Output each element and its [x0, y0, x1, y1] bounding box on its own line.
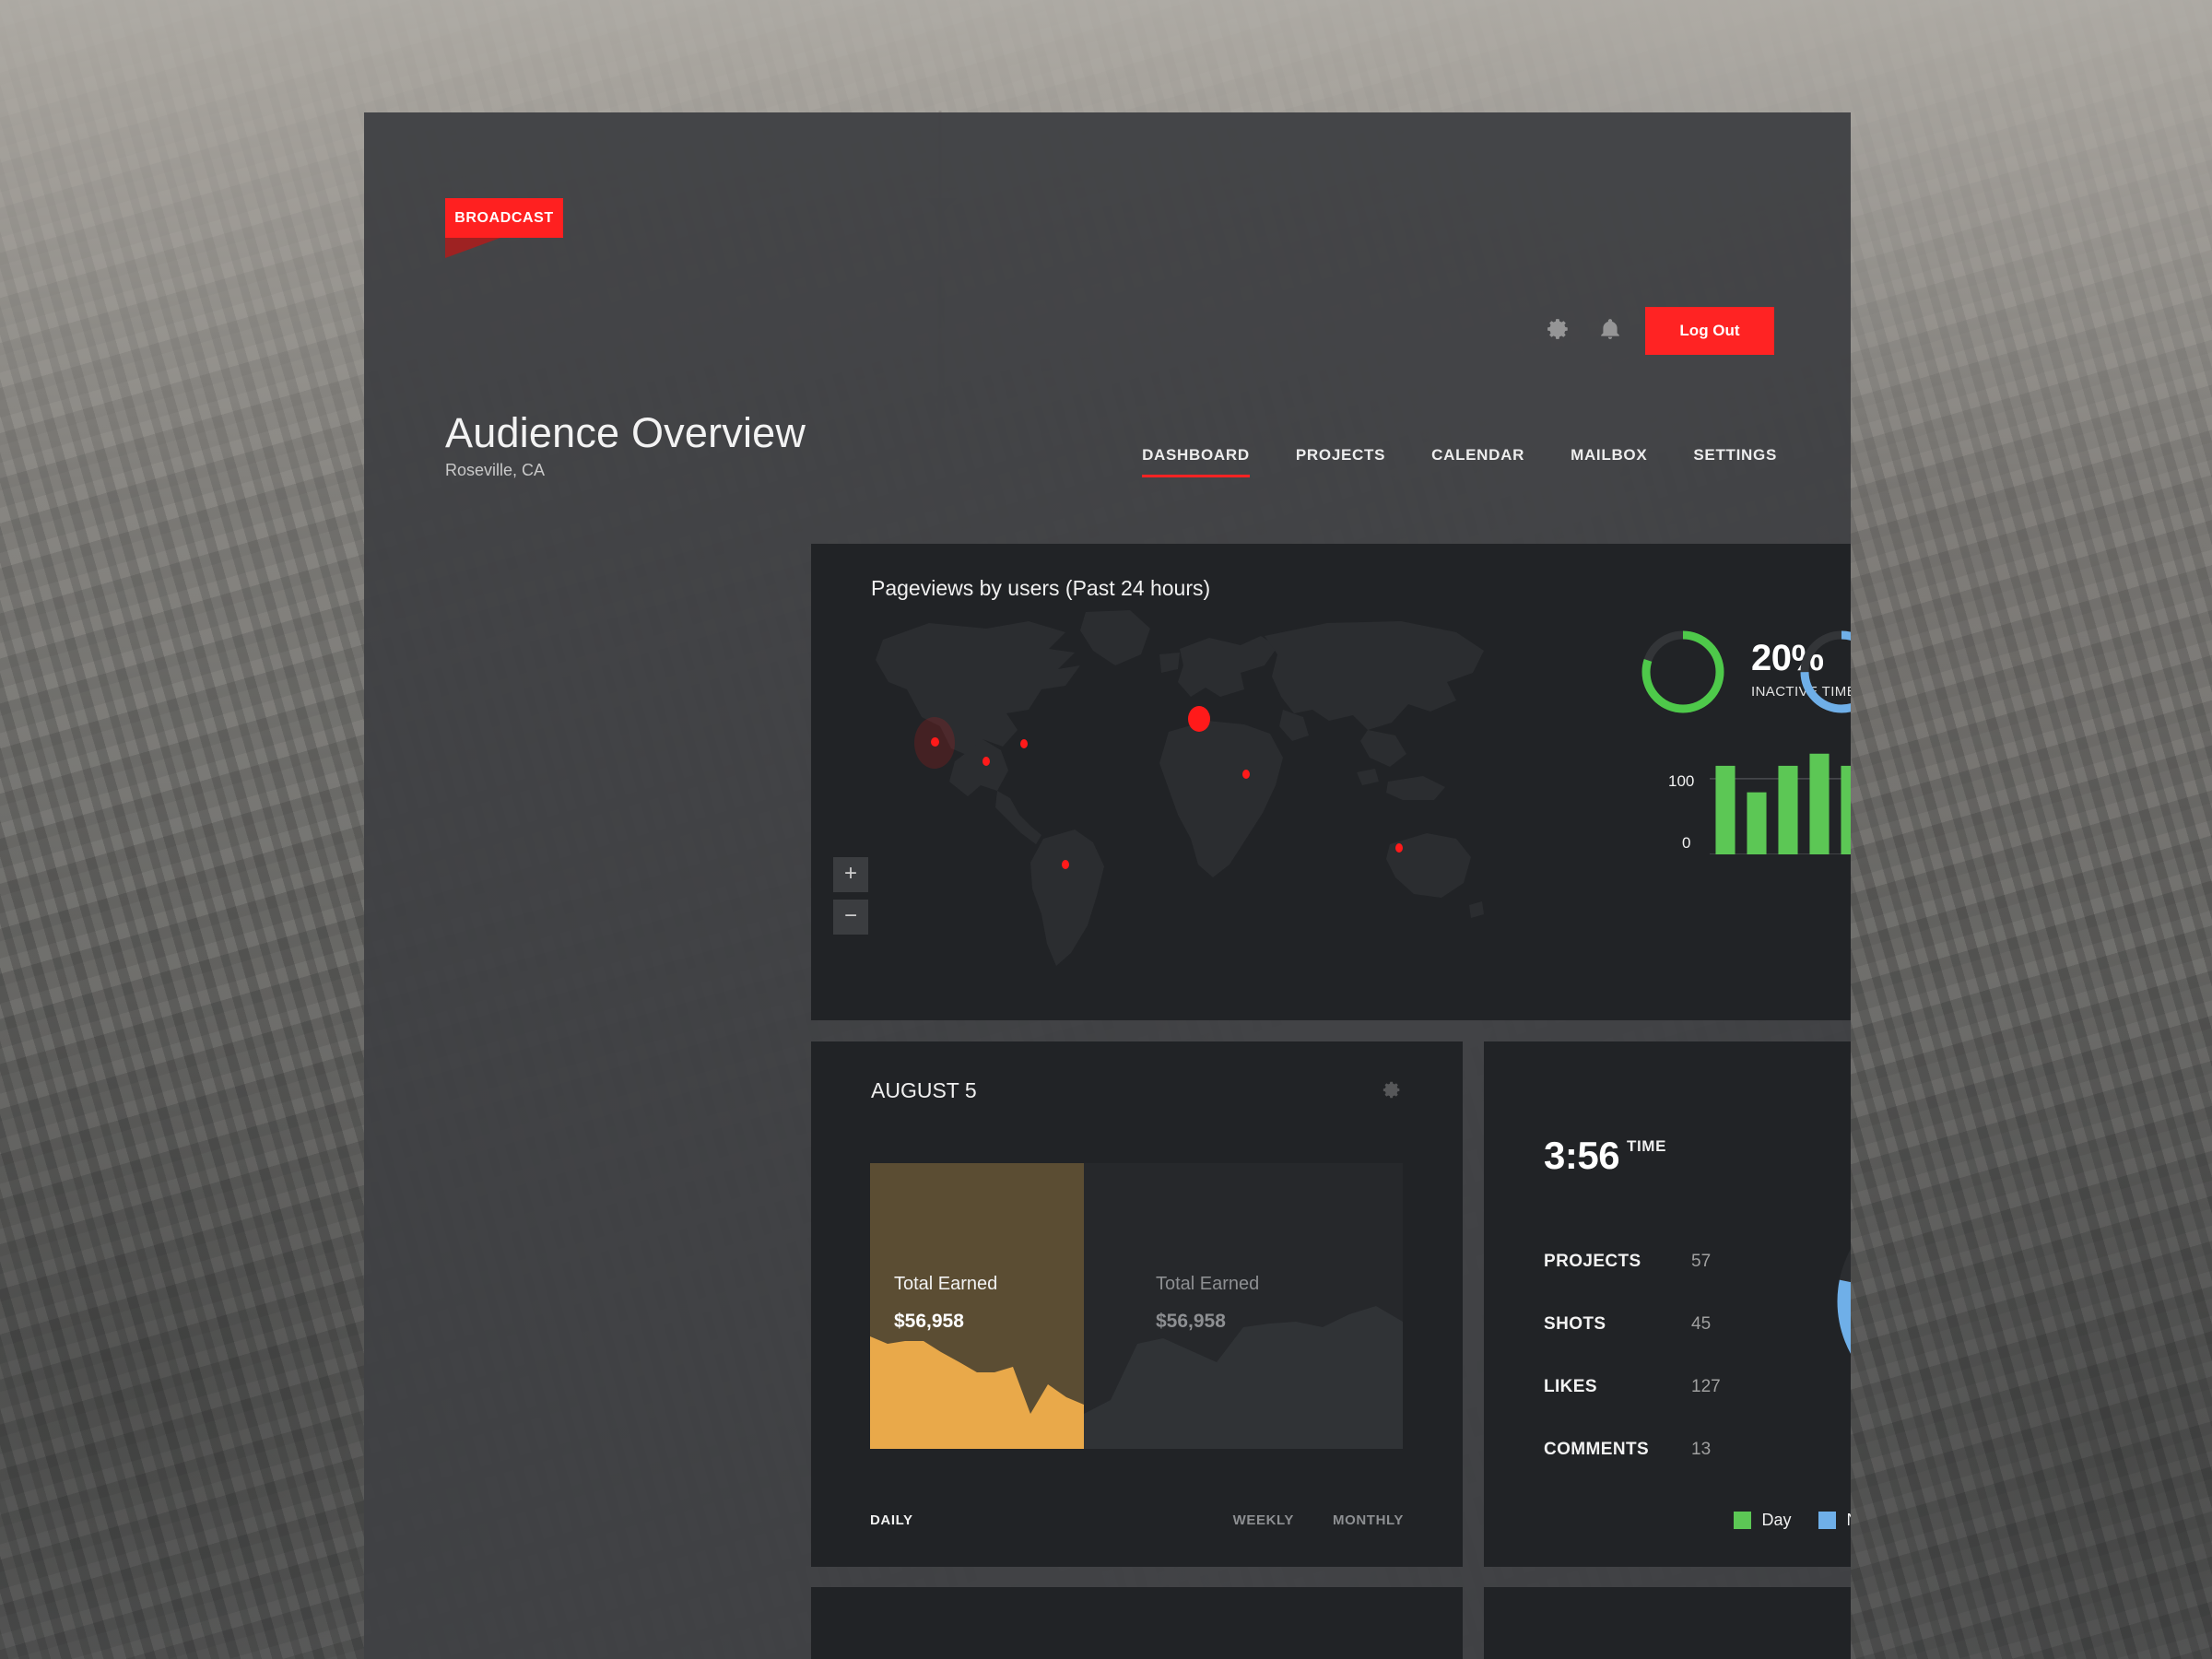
logo-ribbon-tail: [445, 238, 500, 258]
pageviews-card-title: Pageviews by users (Past 24 hours): [871, 576, 1211, 600]
bar: [1809, 753, 1830, 854]
time-card: 3:56 TIME PROJECTS 57 SHOTS 45 LIKES 127…: [1484, 1041, 1851, 1567]
day-night-legend: Day Night: [1484, 1511, 1851, 1530]
map-zoom-in-button[interactable]: +: [833, 857, 868, 892]
nav-item-settings[interactable]: SETTINGS: [1693, 446, 1777, 464]
stat-key: SHOTS: [1544, 1314, 1606, 1334]
earnings-value-highlighted: $56,958: [894, 1311, 964, 1332]
top-icon-group: [1547, 317, 1622, 341]
earnings-card: AUGUST 5 Total Earned $56,958 Total Earn…: [811, 1041, 1463, 1567]
bar: [1715, 765, 1735, 854]
map-point[interactable]: [982, 757, 990, 766]
nav-item-calendar[interactable]: CALENDAR: [1431, 446, 1525, 464]
earnings-area-dim: [1084, 1306, 1403, 1449]
map-point[interactable]: [931, 737, 939, 747]
earnings-value-dim: $56,958: [1156, 1311, 1226, 1332]
stat-value: 13: [1691, 1440, 1712, 1459]
nav-item-mailbox[interactable]: MAILBOX: [1571, 446, 1648, 464]
analytics-card: Analytics 25,134: [811, 1587, 1463, 1659]
earnings-label-highlighted: Total Earned: [894, 1274, 998, 1294]
time-unit-label: TIME: [1627, 1137, 1667, 1155]
map-point[interactable]: [1395, 843, 1403, 853]
pageviews-card: Pageviews by users (Past 24 hours): [811, 544, 1851, 1020]
map-point-major[interactable]: [1188, 706, 1210, 732]
world-map[interactable]: + −: [811, 601, 1512, 1020]
bar: [1778, 765, 1798, 854]
bar-chart-ytick-0: 0: [1682, 834, 1691, 852]
bar-chart-ytick-100: 100: [1668, 772, 1695, 790]
world-map-landmasses: [876, 610, 1484, 966]
stat-value: 57: [1691, 1252, 1712, 1271]
legend-item-day: Day: [1734, 1511, 1791, 1530]
legend-label-day: Day: [1761, 1511, 1792, 1529]
earnings-pane-dim[interactable]: [1084, 1163, 1403, 1449]
legend-item-night: Night: [1818, 1511, 1851, 1530]
logo-label: BROADCAST: [454, 209, 554, 226]
gear-icon[interactable]: [1547, 317, 1571, 341]
bar: [1747, 792, 1767, 854]
map-point[interactable]: [1062, 860, 1069, 869]
stat-key: COMMENTS: [1544, 1440, 1650, 1459]
gear-icon[interactable]: [1382, 1080, 1402, 1100]
earnings-pane-highlighted[interactable]: [870, 1163, 1084, 1449]
stat-key: LIKES: [1544, 1377, 1597, 1396]
bar: [1841, 765, 1851, 854]
dashboard-window: BROADCAST Log Out Audience Overview Rose…: [364, 112, 1851, 1659]
legend-label-night: Night: [1846, 1511, 1851, 1530]
stat-key: PROJECTS: [1544, 1252, 1641, 1271]
logout-button[interactable]: Log Out: [1645, 307, 1774, 355]
legend-swatch-night: [1818, 1512, 1837, 1529]
page-title: Audience Overview: [445, 409, 806, 456]
nav-item-projects[interactable]: PROJECTS: [1295, 446, 1386, 464]
map-point[interactable]: [1020, 739, 1028, 748]
active-time-donut: [1800, 630, 1851, 713]
earnings-card-title: AUGUST 5: [871, 1078, 977, 1102]
range-tab-monthly[interactable]: MONTHLY: [1333, 1512, 1404, 1528]
main-nav: DASHBOARD PROJECTS CALENDAR MAILBOX SETT…: [1142, 446, 1777, 477]
stat-value: 45: [1691, 1314, 1712, 1334]
earnings-label-dim: Total Earned: [1156, 1274, 1260, 1294]
day-night-donut: [1837, 1192, 1851, 1411]
map-zoom-out-button[interactable]: −: [833, 900, 868, 935]
pageviews-bar-chart: [1710, 753, 1851, 854]
support-requests-card: Support Requests TIME USER NAME STATUS: [1484, 1587, 1851, 1659]
broadcast-logo[interactable]: BROADCAST: [445, 198, 563, 238]
range-tab-weekly[interactable]: WEEKLY: [1232, 1512, 1294, 1528]
legend-swatch-day: [1734, 1512, 1752, 1529]
time-value: 3:56: [1544, 1134, 1620, 1177]
map-point[interactable]: [1242, 770, 1250, 779]
inactive-time-label: INACTIVE TIME: [1751, 684, 1851, 700]
stat-value: 127: [1691, 1377, 1721, 1396]
earnings-area-highlighted: [870, 1336, 1084, 1449]
top-bar: BROADCAST Log Out: [364, 112, 1851, 355]
nav-item-dashboard[interactable]: DASHBOARD: [1142, 446, 1250, 477]
bell-icon[interactable]: [1598, 317, 1622, 341]
range-tab-daily[interactable]: DAILY: [870, 1512, 913, 1528]
page-subtitle: Roseville, CA: [445, 461, 546, 479]
inactive-time-donut: [1641, 630, 1724, 713]
